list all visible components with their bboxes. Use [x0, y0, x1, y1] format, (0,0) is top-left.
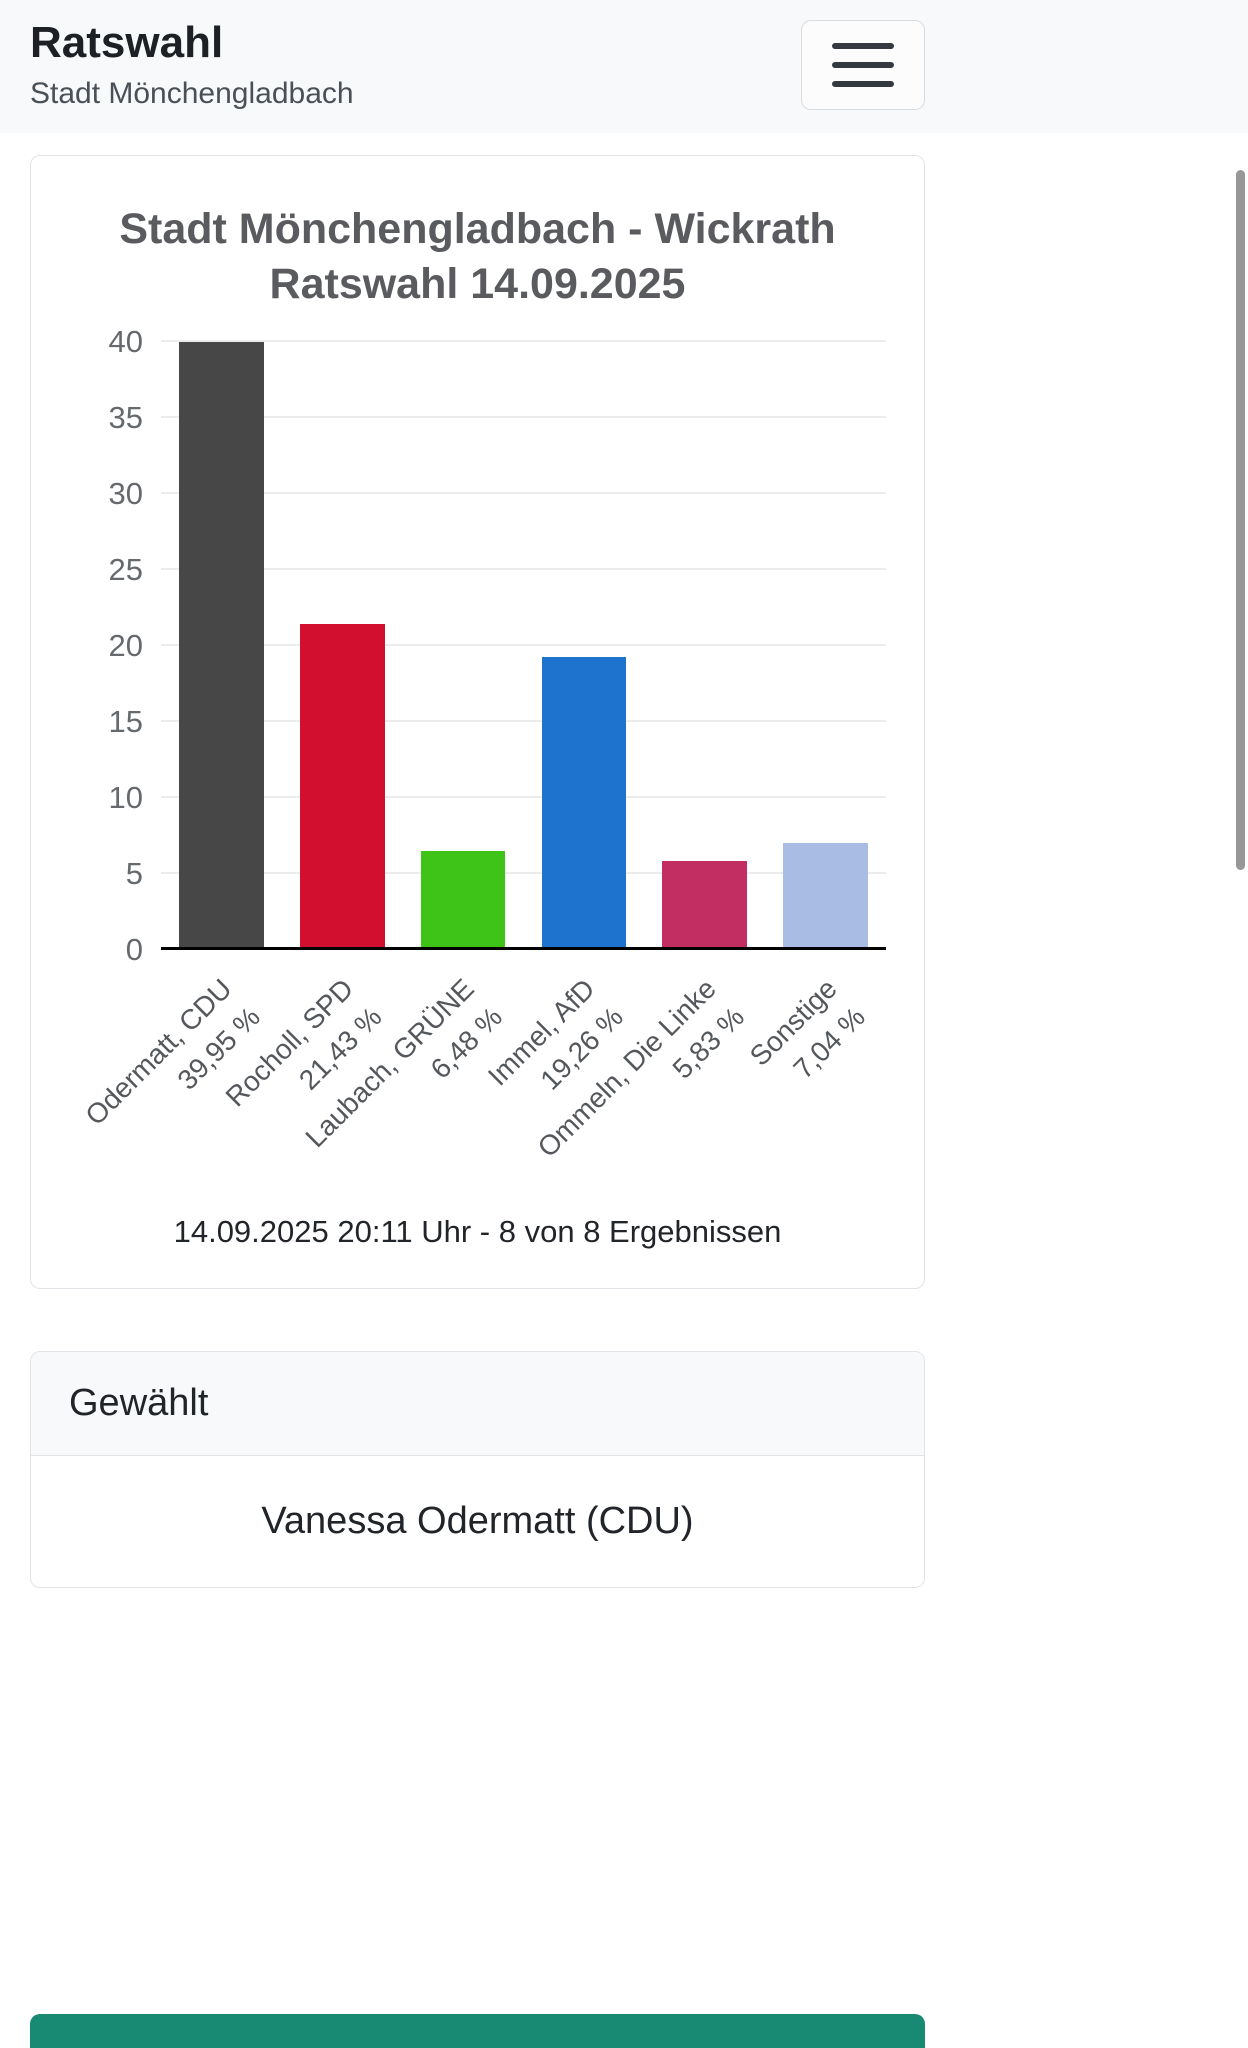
app-header: Ratswahl Stadt Mönchengladbach — [0, 0, 1248, 133]
y-tick-label: 40 — [108, 323, 143, 359]
y-tick-label: 0 — [125, 931, 143, 967]
scrollbar-thumb[interactable] — [1236, 170, 1245, 870]
hamburger-icon — [832, 43, 894, 87]
header-inner: Ratswahl Stadt Mönchengladbach — [0, 18, 955, 111]
plot-area: 0 5 10 15 20 25 30 35 40 — [109, 324, 886, 967]
y-tick-label: 5 — [125, 855, 143, 891]
bar-laubach-grüne — [420, 851, 506, 950]
page-subtitle: Stadt Mönchengladbach — [30, 76, 354, 110]
y-tick-label: 20 — [108, 627, 143, 663]
y-tick-label: 35 — [108, 399, 143, 435]
bar-slot — [644, 342, 765, 950]
gridline — [161, 339, 886, 342]
y-tick-label: 25 — [108, 551, 143, 587]
gridline — [161, 415, 886, 418]
chart-title: Stadt Mönchengladbach - Wickrath Ratswah… — [59, 202, 896, 312]
elected-person: Vanessa Odermatt (CDU) — [261, 1499, 694, 1542]
elected-card-header: Gewählt — [31, 1351, 924, 1456]
gridline — [161, 491, 886, 494]
y-tick-label: 30 — [108, 475, 143, 511]
header-titles: Ratswahl Stadt Mönchengladbach — [30, 18, 354, 111]
x-labels: Odermatt, CDU 39,95 % Rocholl, SPD 21,43 % L… — [80, 950, 886, 1196]
chart-card: Stadt Mönchengladbach - Wickrath Ratswah… — [30, 154, 925, 1289]
gridline — [161, 643, 886, 646]
gridline — [161, 871, 886, 874]
bar-slot — [523, 342, 644, 950]
bar-odermatt-cdu — [179, 342, 264, 950]
gridline — [161, 567, 886, 570]
bar-ommeln-die-linke — [662, 861, 748, 950]
x-axis-line — [161, 946, 886, 950]
gridline — [161, 719, 886, 722]
main-content: Stadt Mönchengladbach - Wickrath Ratswah… — [0, 154, 955, 1588]
chart-title-line2: Ratswahl 14.09.2025 — [269, 259, 686, 308]
chart-title-line1: Stadt Mönchengladbach - Wickrath — [119, 204, 836, 253]
bar-sonstige — [783, 842, 868, 950]
bar-slot — [765, 342, 886, 950]
y-tick-label: 15 — [108, 703, 143, 739]
gridline — [161, 795, 886, 798]
next-section-header-partial — [30, 2014, 925, 2048]
menu-button[interactable] — [801, 20, 925, 110]
bars-container — [161, 342, 886, 950]
bar-slot — [282, 342, 403, 950]
bar-immel-afd — [541, 656, 627, 950]
page-title: Ratswahl — [30, 18, 224, 67]
bar-slot — [161, 342, 282, 950]
y-tick-label: 10 — [108, 779, 143, 815]
elected-card: Gewählt Vanessa Odermatt (CDU) — [30, 1350, 925, 1588]
chart-caption: 14.09.2025 20:11 Uhr - 8 von 8 Ergebniss… — [173, 1213, 782, 1249]
x-tick-label: Sonstige 7,04 % — [743, 972, 871, 1085]
bar-slot — [403, 342, 524, 950]
bar-rocholl-spd — [299, 623, 385, 950]
